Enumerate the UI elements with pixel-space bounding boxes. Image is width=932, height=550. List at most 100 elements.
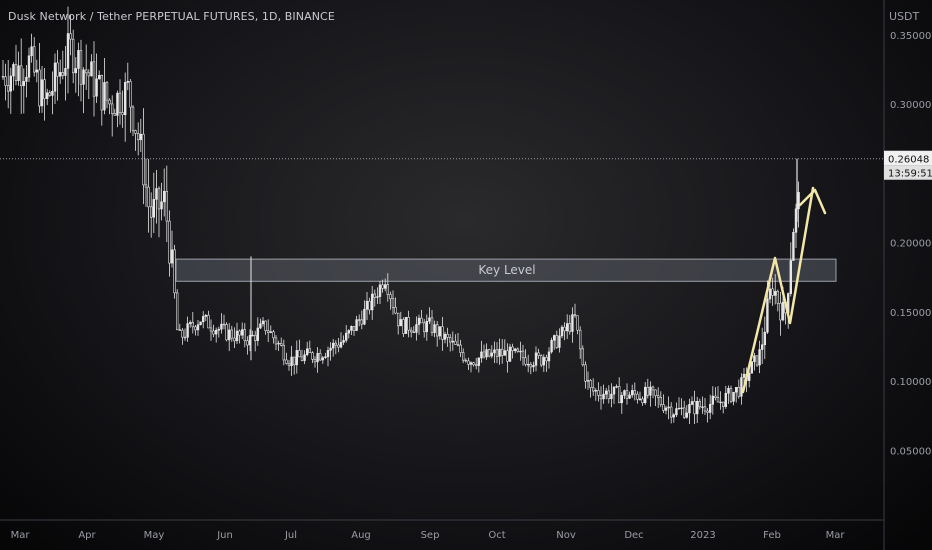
candle xyxy=(482,351,486,358)
candle xyxy=(555,335,559,348)
candle xyxy=(698,401,702,408)
candle xyxy=(137,133,140,141)
candle xyxy=(251,334,254,337)
candle xyxy=(690,401,694,405)
candle xyxy=(196,324,200,331)
candle xyxy=(789,260,793,294)
projection-arrow-head xyxy=(798,188,827,215)
candle xyxy=(74,68,78,74)
candle xyxy=(508,346,512,362)
candle xyxy=(204,314,207,317)
x-tick-label: Feb xyxy=(763,530,781,541)
candle xyxy=(625,390,629,399)
candle xyxy=(430,317,434,334)
candle xyxy=(719,401,722,404)
candle xyxy=(287,363,291,366)
candle xyxy=(40,79,44,107)
candle xyxy=(594,390,598,392)
candle xyxy=(321,357,324,361)
candle xyxy=(537,352,540,356)
candle xyxy=(459,344,462,353)
symbol-title: Dusk Network / Tether PERPETUAL FUTURES,… xyxy=(8,10,335,23)
candle xyxy=(129,80,132,108)
candle xyxy=(69,33,72,40)
candle xyxy=(12,64,15,77)
candle xyxy=(181,329,184,338)
projection-arrow[interactable] xyxy=(741,186,815,394)
candle xyxy=(503,350,506,356)
candle xyxy=(693,401,696,415)
candle xyxy=(560,326,564,337)
candle xyxy=(495,349,499,357)
candle xyxy=(160,201,163,210)
countdown-tag xyxy=(884,165,932,180)
candle xyxy=(295,350,298,366)
candle xyxy=(422,322,426,333)
candle xyxy=(446,333,449,338)
candle xyxy=(558,335,561,348)
candle xyxy=(269,331,272,333)
candle xyxy=(131,106,135,131)
candle xyxy=(550,339,553,353)
candle xyxy=(776,290,780,304)
x-tick-label: Mar xyxy=(11,530,31,541)
candle xyxy=(480,351,483,359)
candle xyxy=(92,61,96,97)
candle xyxy=(207,314,210,329)
candle xyxy=(313,358,317,363)
last-price-value: 0.26048 xyxy=(888,155,929,166)
candle xyxy=(685,412,689,418)
candle xyxy=(651,386,655,391)
candle xyxy=(90,61,93,77)
candle xyxy=(357,319,361,321)
candle xyxy=(477,357,480,366)
candle xyxy=(290,356,293,366)
candle xyxy=(461,352,465,361)
candle xyxy=(402,319,405,334)
candle xyxy=(563,326,566,332)
candle xyxy=(511,346,514,352)
candle xyxy=(797,192,800,210)
key-level-zone[interactable] xyxy=(175,258,837,282)
candle xyxy=(747,372,751,381)
y-tick-label: 0.20000 xyxy=(890,239,931,250)
candle xyxy=(677,407,681,410)
candle xyxy=(163,190,166,203)
candle xyxy=(568,323,572,332)
candle xyxy=(344,332,348,341)
candle xyxy=(529,363,533,368)
candle xyxy=(448,337,452,343)
candle xyxy=(334,342,337,346)
candle xyxy=(779,302,782,321)
candle xyxy=(428,317,431,322)
candle xyxy=(27,55,31,78)
candle xyxy=(365,300,369,310)
candle xyxy=(183,336,187,339)
candle xyxy=(539,355,543,366)
candle xyxy=(155,188,158,200)
candle xyxy=(165,190,168,222)
candle xyxy=(124,82,127,116)
candle xyxy=(108,99,111,105)
candle xyxy=(103,82,106,111)
candle xyxy=(589,380,592,388)
candle xyxy=(734,386,738,393)
candle xyxy=(30,46,33,57)
x-tick-label: Jul xyxy=(284,530,297,541)
candle xyxy=(285,359,288,364)
candle xyxy=(116,92,119,116)
candle xyxy=(404,317,408,334)
bar-countdown: 13:59:51 xyxy=(888,169,932,180)
candle xyxy=(474,364,478,366)
candle xyxy=(498,348,501,357)
candle xyxy=(228,329,231,341)
candle xyxy=(513,348,517,352)
candle xyxy=(381,284,384,289)
candle xyxy=(602,393,605,400)
candle xyxy=(597,390,600,396)
candle xyxy=(521,350,525,359)
candle xyxy=(331,342,335,349)
candle xyxy=(526,363,530,366)
candle xyxy=(142,133,145,186)
